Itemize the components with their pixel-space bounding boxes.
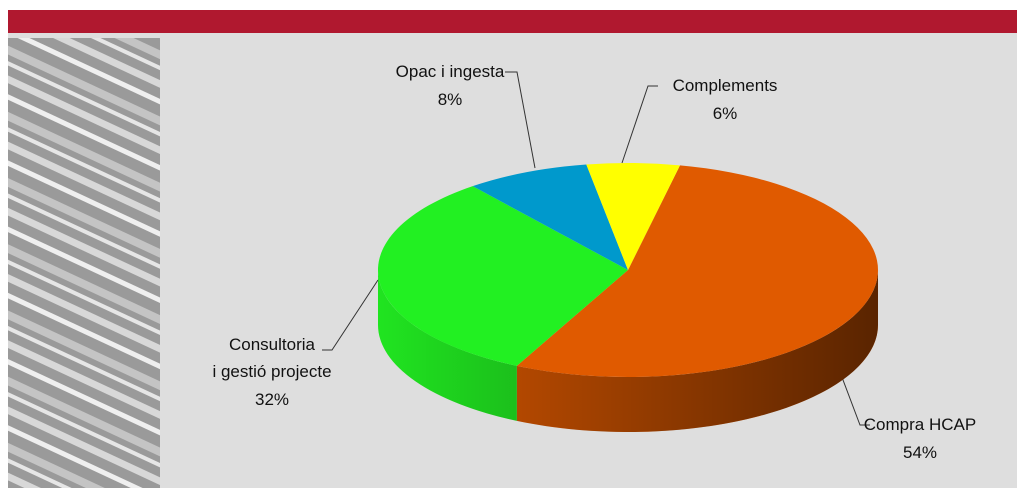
header-bar [8,10,1017,33]
slice [586,163,680,270]
data-label: 32% [254,390,290,409]
slice [516,165,878,378]
leader-line [621,85,658,164]
leader-line [505,71,536,169]
data-label: Consultoria i gestió projecte [212,335,332,381]
data-label: 6% [712,104,738,123]
slice [378,186,628,366]
data-label: Opac i ingesta [395,62,505,81]
data-label: Compra HCAP [863,415,977,434]
leader-line [322,279,379,351]
side-photo [8,38,160,488]
slice [472,164,628,270]
data-label: 54% [902,443,938,462]
data-label: 8% [437,90,463,109]
side-shade [378,270,878,432]
data-label: Complements [672,76,778,95]
leader-line [839,371,870,426]
